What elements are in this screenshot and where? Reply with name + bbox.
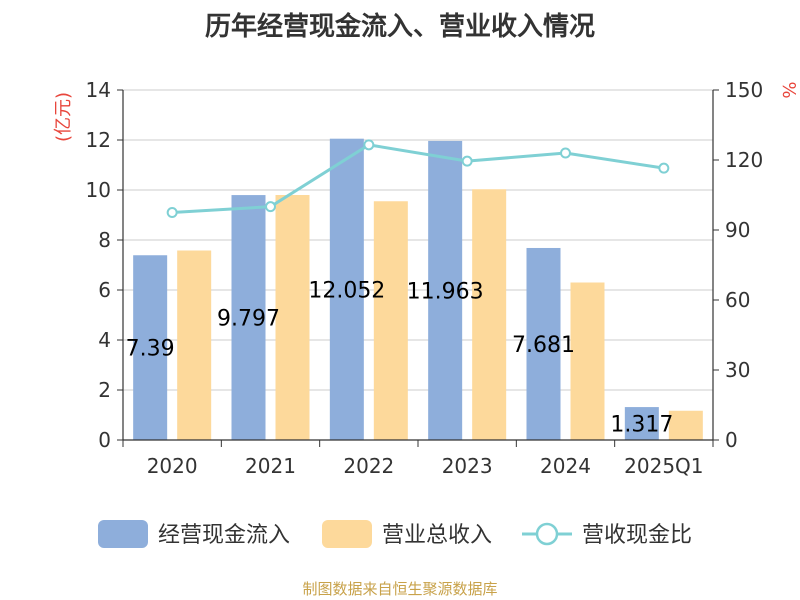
x-tick-label: 2020 bbox=[147, 454, 198, 478]
bar-cash-inflow bbox=[428, 140, 463, 441]
bar-revenue bbox=[373, 201, 408, 440]
bar-cash-inflow bbox=[231, 195, 266, 440]
left-axis-unit: (亿元) bbox=[53, 92, 74, 142]
bars bbox=[133, 138, 703, 441]
legend-marker-ratio bbox=[535, 522, 559, 546]
left-tick-label: 2 bbox=[98, 378, 111, 402]
right-tick-label: 30 bbox=[725, 358, 750, 382]
ratio-point bbox=[265, 201, 276, 213]
left-tick-label: 8 bbox=[98, 228, 111, 252]
ratio-point bbox=[658, 162, 670, 174]
gridlines bbox=[123, 89, 713, 391]
bar-labels: 7.39 9.797 12.052 11.963 7.681 1.317 bbox=[126, 278, 674, 437]
x-tick-label: 2023 bbox=[442, 454, 493, 478]
x-tick-label: 2024 bbox=[540, 454, 591, 478]
left-tick-label: 12 bbox=[86, 128, 111, 152]
left-tick-label: 4 bbox=[98, 328, 111, 352]
left-tick-label: 6 bbox=[98, 278, 111, 302]
x-tick-label: 2025Q1 bbox=[624, 454, 703, 478]
bar-revenue bbox=[668, 410, 703, 440]
bar-cash-inflow bbox=[526, 247, 561, 440]
bar-data-label: 1.317 bbox=[610, 413, 673, 438]
legend-swatch-cash-inflow bbox=[98, 520, 148, 548]
left-tick-label: 10 bbox=[86, 178, 111, 202]
chart-title: 历年经营现金流入、营业收入情况 bbox=[204, 12, 595, 42]
right-tick-label: 0 bbox=[725, 428, 738, 452]
legend-swatch-revenue bbox=[322, 520, 372, 548]
x-tick-label: 2022 bbox=[343, 454, 394, 478]
bar-revenue bbox=[177, 250, 212, 440]
right-axis-unit: % bbox=[778, 81, 799, 98]
axes: 0 2 4 6 8 10 12 14 0 30 60 90 120 150 2020 2021 2022 2023… bbox=[53, 78, 799, 478]
bar-data-label: 11.963 bbox=[407, 279, 484, 304]
bar-cash-inflow bbox=[133, 255, 168, 440]
right-tick-label: 90 bbox=[725, 218, 750, 242]
bar-revenue bbox=[570, 282, 605, 440]
legend-label-revenue: 营业总收入 bbox=[382, 523, 492, 548]
left-tick-label: 0 bbox=[98, 428, 111, 452]
legend-label-cash-inflow: 经营现金流入 bbox=[158, 523, 290, 548]
legend-label-ratio: 营收现金比 bbox=[582, 523, 692, 548]
left-tick-label: 14 bbox=[86, 78, 111, 102]
right-tick-label: 150 bbox=[725, 78, 763, 102]
x-tick-label: 2021 bbox=[245, 454, 296, 478]
ratio-point bbox=[560, 147, 571, 159]
bar-revenue bbox=[472, 189, 507, 440]
source-note: 制图数据来自恒生聚源数据库 bbox=[302, 580, 498, 598]
bar-data-label: 7.681 bbox=[512, 333, 575, 358]
bar-cash-inflow bbox=[624, 407, 659, 440]
bar-data-label: 7.39 bbox=[126, 337, 175, 362]
bar-cash-inflow bbox=[329, 138, 364, 440]
right-tick-label: 60 bbox=[725, 288, 750, 312]
ratio-point bbox=[363, 139, 375, 151]
bar-data-label: 12.052 bbox=[308, 278, 385, 303]
legend: 经营现金流入 营业总收入 营收现金比 bbox=[98, 520, 692, 548]
ratio-point bbox=[461, 155, 473, 167]
ratio-line bbox=[166, 139, 670, 218]
bar-revenue bbox=[275, 195, 310, 440]
right-tick-label: 120 bbox=[725, 148, 763, 172]
bar-data-label: 9.797 bbox=[217, 307, 280, 332]
ratio-point bbox=[166, 207, 178, 218]
ratio-line-path bbox=[172, 143, 665, 214]
